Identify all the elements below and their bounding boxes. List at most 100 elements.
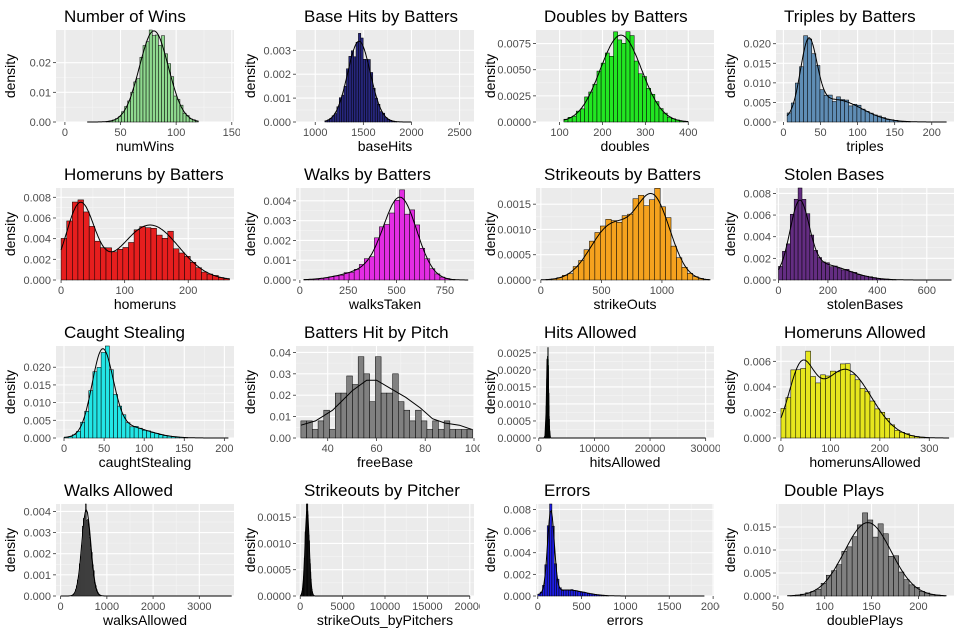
histogram-bars (789, 512, 946, 597)
y-tick-label: 0.010 (743, 78, 771, 90)
histogram-bar (867, 519, 874, 597)
histogram-bar (659, 206, 666, 281)
y-tick-label: 0.003 (263, 45, 291, 57)
histogram-bar (621, 43, 627, 123)
histogram-bar (348, 272, 355, 281)
histogram-bar (790, 369, 797, 439)
y-tick-label: 0.015 (23, 380, 51, 392)
density-curve (786, 37, 947, 123)
y-tick-label: 0.0020 (497, 365, 531, 377)
density-curve (60, 508, 232, 597)
y-tick-label: 0.004 (263, 196, 291, 208)
y-axis-label: density (722, 370, 738, 414)
y-tick-label: 0.000 (503, 591, 531, 603)
histogram-bar (676, 257, 683, 281)
y-tick-label: 0.03 (270, 369, 291, 381)
histogram-bar (409, 420, 416, 439)
x-tick-label: 0 (61, 443, 67, 455)
x-tick-label: 20000 (454, 601, 480, 613)
x-tick-label: 5000 (330, 601, 354, 613)
y-tick-label: 0.006 (503, 526, 531, 538)
histogram-bar (807, 38, 813, 123)
x-tick-label: 200 (909, 601, 927, 613)
histogram-bar (848, 105, 854, 123)
x-tick-label: 400 (679, 127, 697, 139)
x-tick-label: 300 (920, 443, 938, 455)
histogram-bar (335, 392, 342, 439)
histogram-bar (605, 219, 612, 281)
histogram-bar (859, 388, 866, 439)
histogram-bar (670, 245, 677, 281)
histogram-bar (362, 59, 366, 123)
histogram-bar (621, 215, 628, 281)
y-tick-label: 0.0000 (257, 591, 291, 603)
x-tick-label: 0 (58, 601, 64, 613)
histogram-bar (795, 369, 801, 439)
histogram-bar (836, 564, 843, 597)
y-tick-label: 0.002 (23, 549, 51, 561)
x-tick-label: 10000 (579, 443, 610, 455)
histogram-bar (363, 373, 370, 439)
histogram-bar (894, 430, 900, 439)
chart-title: Errors (544, 481, 590, 500)
x-tick-label: 200 (215, 443, 233, 455)
x-tick-label: 0 (538, 285, 544, 297)
histogram-bar (837, 267, 842, 281)
histogram-bar (156, 234, 163, 281)
histogram-bar (83, 211, 90, 281)
histogram-bar (893, 555, 899, 597)
histogram-bar (862, 512, 868, 597)
x-tick-label: 200 (593, 127, 611, 139)
chart-11: 0 10000 20000 30000 0.0000 0.0005 0.0010 0.0015… (482, 323, 720, 470)
x-tick-label: 400 (868, 285, 886, 297)
y-axis-label: density (242, 212, 258, 256)
density-curve (787, 522, 947, 597)
histogram-bar (100, 247, 107, 281)
histogram-bar (404, 213, 410, 281)
x-tick-label: 0 (297, 285, 303, 297)
chart-title: Batters Hit by Pitch (304, 323, 449, 342)
x-tick-label: 100 (550, 127, 568, 139)
density-curve (60, 201, 230, 280)
histogram-bar (394, 200, 400, 281)
y-tick-label: 0.004 (23, 506, 51, 518)
y-tick-label: 0.001 (23, 570, 51, 582)
histogram-bar (113, 394, 118, 439)
histogram-bar (461, 429, 468, 439)
x-tick-label: 2500 (447, 127, 471, 139)
x-tick-label: 600 (918, 285, 936, 297)
y-axis-label: density (242, 54, 258, 98)
x-tick-label: 150 (223, 127, 240, 139)
chart-title: Triples by Batters (784, 7, 916, 26)
y-tick-label: 0.004 (503, 548, 531, 560)
y-axis-label: density (722, 54, 738, 98)
histogram-bar (146, 430, 151, 439)
histogram-bars (300, 356, 474, 439)
chart-2: 1000 1500 2000 2500 0.000 0.001 0.002 0.003 Base… (242, 7, 474, 154)
y-tick-label: 0.005 (23, 415, 51, 427)
histogram-bar (338, 274, 345, 281)
y-tick-label: 0.0000 (497, 117, 531, 129)
y-tick-label: 0.0010 (497, 224, 531, 236)
y-tick-label: 0.004 (743, 232, 771, 244)
histogram-bar (158, 434, 164, 439)
x-tick-label: 0 (297, 601, 303, 613)
x-tick-label: 100 (465, 443, 480, 455)
y-axis-label: density (2, 528, 18, 572)
y-tick-label: 0.0000 (497, 433, 531, 445)
histogram-bar (836, 96, 841, 123)
histogram-bar (579, 591, 583, 597)
histogram-bars (545, 188, 710, 281)
x-tick-label: 10000 (370, 601, 401, 613)
histogram-bar (438, 429, 445, 439)
chart-title: Walks by Batters (304, 165, 431, 184)
y-tick-label: 0.000 (23, 591, 51, 603)
histogram-bar (831, 570, 837, 597)
histogram-bar (649, 199, 655, 281)
x-axis-label: hitsAllowed (590, 454, 661, 470)
y-axis-label: density (2, 370, 18, 414)
histogram-bar (885, 119, 891, 123)
y-tick-label: 0.02 (30, 58, 51, 70)
x-tick-label: 30000 (690, 443, 720, 455)
histogram-bar (825, 375, 831, 439)
